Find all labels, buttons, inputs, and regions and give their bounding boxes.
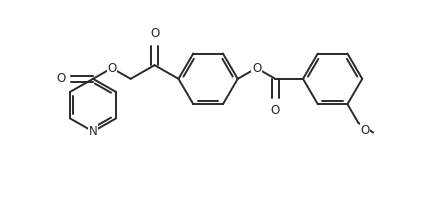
Text: O: O [150,27,159,40]
Text: O: O [270,104,279,117]
Text: O: O [56,72,65,85]
Text: O: O [251,62,260,75]
Text: O: O [107,62,116,75]
Text: N: N [89,125,97,138]
Text: O: O [359,124,368,137]
